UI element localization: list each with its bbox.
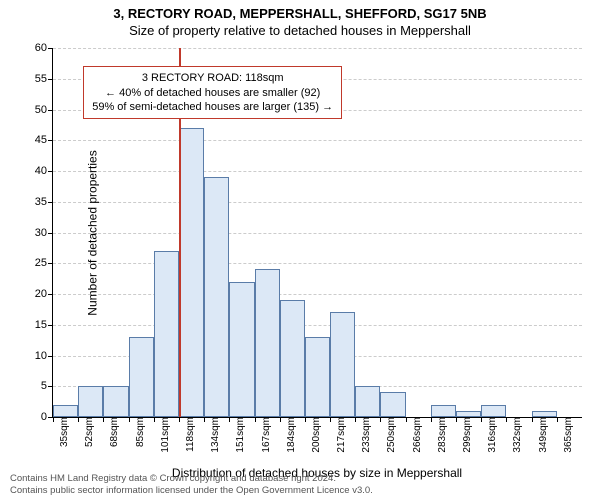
xtick-label: 316sqm [481, 417, 498, 453]
xtick-label: 35sqm [53, 417, 70, 447]
ytick-label: 35 [35, 196, 53, 208]
chart-plot-area: 05101520253035404550556035sqm52sqm68sqm8… [52, 48, 582, 418]
histogram-bar [103, 386, 128, 417]
annotation-box: 3 RECTORY ROAD: 118sqm← 40% of detached … [83, 66, 342, 119]
xtick-label: 349sqm [532, 417, 549, 453]
xtick-label: 217sqm [330, 417, 347, 453]
xtick-label: 118sqm [179, 417, 196, 452]
xtick-label: 52sqm [78, 417, 95, 447]
xtick-label: 200sqm [305, 417, 322, 453]
histogram-bar [229, 282, 254, 417]
ytick-label: 5 [41, 380, 53, 392]
ytick-label: 55 [35, 73, 53, 85]
histogram-bar [179, 128, 204, 417]
attribution-text: Contains HM Land Registry data © Crown c… [10, 473, 373, 496]
xtick-label: 68sqm [103, 417, 120, 447]
annotation-line: 59% of semi-detached houses are larger (… [92, 100, 333, 114]
chart-supertitle: 3, RECTORY ROAD, MEPPERSHALL, SHEFFORD, … [0, 0, 600, 21]
gridline [53, 233, 582, 234]
gridline [53, 202, 582, 203]
histogram-bar [481, 405, 506, 417]
histogram-bar [53, 405, 78, 417]
histogram-bar [305, 337, 330, 417]
ytick-label: 30 [35, 227, 53, 239]
ytick-label: 20 [35, 288, 53, 300]
xtick-label: 299sqm [456, 417, 473, 453]
ytick-label: 45 [35, 134, 53, 146]
gridline [53, 263, 582, 264]
chart-title: Size of property relative to detached ho… [0, 21, 600, 38]
histogram-bar [255, 269, 280, 417]
histogram-bar [431, 405, 456, 417]
histogram-bar [204, 177, 229, 417]
annotation-line: ← 40% of detached houses are smaller (92… [92, 86, 333, 100]
gridline [53, 48, 582, 49]
gridline [53, 294, 582, 295]
xtick-label: 85sqm [129, 417, 146, 447]
xtick-label: 101sqm [154, 417, 171, 453]
xtick-label: 250sqm [380, 417, 397, 453]
histogram-bar [280, 300, 305, 417]
xtick-label: 283sqm [431, 417, 448, 453]
ytick-label: 0 [41, 411, 53, 423]
xtick-label: 134sqm [204, 417, 221, 453]
xtick-label: 365sqm [557, 417, 574, 453]
ytick-label: 60 [35, 42, 53, 54]
xtick-label: 184sqm [280, 417, 297, 453]
xtick-label: 266sqm [406, 417, 423, 453]
histogram-bar [78, 386, 103, 417]
xtick-label: 233sqm [355, 417, 372, 453]
gridline [53, 140, 582, 141]
xtick-label: 167sqm [255, 417, 272, 453]
xtick-label: 151sqm [229, 417, 246, 453]
ytick-label: 15 [35, 319, 53, 331]
gridline [53, 171, 582, 172]
ytick-label: 50 [35, 104, 53, 116]
annotation-line: 3 RECTORY ROAD: 118sqm [92, 71, 333, 85]
ytick-label: 40 [35, 165, 53, 177]
attribution-line-2: Contains public sector information licen… [10, 485, 373, 496]
histogram-bar [129, 337, 154, 417]
ytick-label: 25 [35, 257, 53, 269]
histogram-bar [154, 251, 179, 417]
histogram-bar [330, 312, 355, 417]
gridline [53, 325, 582, 326]
histogram-bar [355, 386, 380, 417]
ytick-label: 10 [35, 350, 53, 362]
attribution-line-1: Contains HM Land Registry data © Crown c… [10, 473, 373, 484]
y-axis-label: Number of detached properties [86, 150, 100, 315]
xtick-label: 332sqm [506, 417, 523, 453]
histogram-bar [380, 392, 405, 417]
